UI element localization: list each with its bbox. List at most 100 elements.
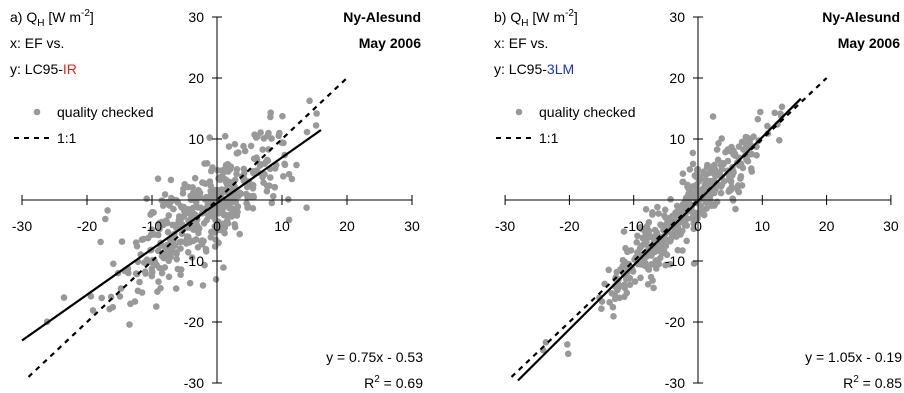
data-point (233, 166, 241, 173)
scatter-points-b (539, 103, 786, 358)
data-point (674, 246, 682, 254)
data-point (174, 265, 182, 273)
data-point (134, 287, 142, 295)
data-point (165, 257, 172, 265)
data-point (136, 278, 143, 286)
y-tick-label: 20 (188, 70, 204, 86)
data-point (203, 160, 211, 167)
data-point (732, 152, 739, 160)
data-point (189, 204, 197, 212)
y-tick-label: 10 (188, 131, 204, 147)
data-point (206, 178, 214, 185)
data-point (764, 122, 771, 130)
data-point (704, 180, 712, 187)
data-point (542, 339, 550, 346)
data-point (667, 217, 674, 225)
data-point (717, 161, 725, 169)
data-point (686, 166, 694, 173)
x-tick-marks-a (21, 195, 413, 205)
data-point (661, 206, 669, 214)
data-point (777, 110, 784, 117)
data-point (757, 108, 764, 116)
x-tick-label: 20 (819, 218, 835, 234)
data-point (257, 129, 264, 136)
data-point (173, 255, 180, 263)
data-point (288, 175, 296, 183)
one-to-one-line-a (27, 77, 348, 378)
data-point (285, 170, 293, 178)
data-point (201, 261, 208, 269)
data-point (148, 265, 156, 273)
data-point (748, 165, 755, 172)
data-point (144, 234, 152, 242)
data-point (236, 230, 243, 238)
data-point (252, 134, 260, 141)
data-point (153, 303, 160, 310)
regression-equation-a: y = 0.75x - 0.53 (326, 349, 423, 365)
data-point (164, 246, 172, 254)
data-point (643, 238, 650, 245)
x-tick-label: 0 (213, 218, 221, 234)
data-point (208, 228, 215, 236)
y-tick-label: -10 (184, 253, 204, 269)
data-point (724, 157, 732, 165)
data-point (226, 179, 234, 186)
data-point (718, 135, 725, 142)
x-tick-marks-b (504, 195, 892, 205)
data-point (253, 156, 261, 164)
data-point (212, 276, 220, 283)
x-tick-label: 30 (404, 218, 420, 234)
y-tick-label: 10 (669, 131, 685, 147)
data-point (650, 284, 657, 292)
data-point (223, 217, 231, 224)
data-point (728, 183, 736, 191)
data-point (225, 143, 233, 150)
data-point (313, 110, 320, 117)
data-point (188, 195, 195, 203)
data-point (247, 142, 255, 150)
data-point (679, 247, 686, 254)
data-point (776, 137, 783, 144)
site-label-a: Ny-Alesund (343, 9, 421, 25)
data-point (711, 165, 719, 173)
data-point (648, 261, 655, 268)
data-point (218, 186, 226, 193)
data-point (690, 260, 698, 267)
data-point (60, 294, 68, 301)
data-point (231, 221, 238, 228)
panel-title-a: a) QH [W m-2] (10, 8, 94, 29)
data-point (647, 246, 655, 253)
data-point (677, 231, 684, 238)
data-point (188, 254, 196, 261)
data-point (285, 216, 293, 224)
data-point (270, 192, 277, 200)
data-point (696, 210, 704, 217)
data-point (717, 189, 725, 197)
data-point (726, 177, 734, 184)
data-point (744, 134, 751, 142)
data-point (661, 212, 668, 220)
data-point (194, 204, 202, 211)
data-point (683, 237, 690, 245)
data-point (243, 190, 250, 198)
data-point (685, 195, 692, 202)
data-point (679, 200, 687, 208)
data-point (713, 146, 721, 153)
data-point (191, 174, 199, 182)
data-point (173, 250, 180, 258)
data-point (265, 129, 272, 137)
x-tick-label: 10 (755, 218, 771, 234)
data-point (778, 103, 786, 111)
data-point (154, 175, 162, 182)
data-point (155, 278, 162, 286)
data-point (696, 177, 703, 185)
data-point (260, 135, 268, 142)
data-point (738, 182, 746, 189)
data-point (175, 221, 182, 229)
data-point (564, 350, 572, 358)
data-point (598, 305, 605, 313)
data-point (177, 271, 184, 279)
data-point (732, 205, 739, 213)
y-tick-label: -30 (184, 375, 204, 391)
